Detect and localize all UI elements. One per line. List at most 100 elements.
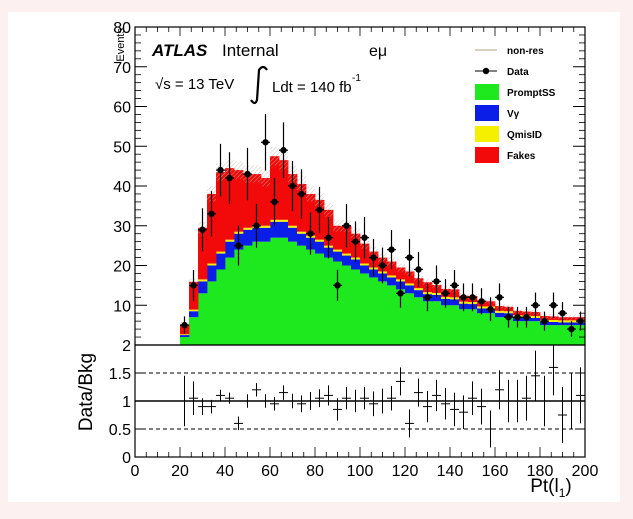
promptss-bar	[279, 237, 289, 345]
vgamma-bar	[360, 265, 370, 274]
promptss-bar	[297, 245, 307, 345]
fakes-bar	[234, 170, 244, 232]
ratio-x-axis: 0 20 40 60 80 100 120 140 160 180 200	[131, 447, 599, 480]
ratio-y-tick-label: 1.5	[109, 366, 131, 383]
data-point	[271, 198, 278, 206]
channel-label: eμ	[369, 43, 387, 60]
ratio-x-tick-label: 120	[392, 463, 419, 480]
ratio-x-tick-label: 140	[437, 463, 464, 480]
promptss-bar	[342, 265, 352, 345]
data-point	[478, 298, 485, 305]
vgamma-bar	[531, 317, 541, 322]
vgamma-bar	[279, 221, 289, 238]
fakes-bar	[333, 225, 343, 250]
data-point	[532, 302, 539, 309]
atlas-label: ATLAS	[151, 41, 208, 60]
data-point	[442, 290, 449, 297]
uncertainty-band	[234, 161, 243, 179]
promptss-bar	[315, 253, 325, 345]
data-point	[424, 294, 431, 301]
legend-data-label: Data	[507, 67, 529, 78]
data-point	[361, 234, 368, 241]
promptss-bar	[216, 269, 226, 345]
uncertainty-band	[324, 203, 333, 217]
promptss-bar	[180, 337, 190, 345]
promptss-bar	[189, 317, 199, 345]
ratio-x-tick-label: 200	[572, 463, 599, 480]
data-point	[226, 174, 233, 182]
promptss-bar	[288, 241, 298, 345]
promptss-bar	[333, 261, 343, 345]
data-point	[217, 166, 224, 174]
data-point	[505, 313, 512, 321]
main-y-tick-label: 10	[113, 298, 131, 315]
promptss-bar	[459, 309, 469, 345]
ratio-y-tick-label: 1	[122, 394, 131, 411]
promptss-bar	[396, 289, 406, 345]
legend-fakes-label: Fakes	[507, 151, 536, 162]
promptss-bar	[486, 313, 496, 345]
promptss-bar	[207, 281, 217, 345]
data-point	[379, 262, 386, 269]
legend-promptss-label: PromptSS	[507, 88, 556, 99]
main-y-tick-label: 30	[113, 219, 131, 236]
qmisid-bar	[288, 225, 298, 228]
data-point	[514, 313, 521, 321]
data-point	[433, 278, 440, 285]
promptss-bar	[270, 237, 280, 345]
data-point	[406, 254, 413, 261]
main-y-tick-label: 80	[113, 20, 131, 37]
legend-fakes-swatch	[475, 147, 499, 163]
promptss-bar	[234, 249, 244, 345]
data-point	[523, 313, 530, 321]
ratio-y-tick-label: 2	[122, 338, 131, 355]
fakes-bar	[216, 172, 226, 252]
lumi-label: Ldt = 140 fb	[272, 79, 352, 96]
vgamma-bar	[243, 229, 253, 246]
data-point	[397, 290, 404, 297]
promptss-bar	[198, 293, 208, 345]
qmisid-bar	[315, 239, 325, 242]
x-axis-title-close: )	[565, 476, 571, 497]
main-y-axis-title: Events	[115, 28, 127, 62]
promptss-bar	[414, 297, 424, 345]
promptss-bar	[378, 281, 388, 345]
data-point	[298, 190, 305, 198]
data-point	[343, 222, 350, 229]
data-point	[280, 147, 287, 154]
legend-qmisid-swatch	[475, 126, 499, 142]
uncertainty-band	[504, 304, 513, 310]
promptss-bar	[387, 285, 397, 345]
vgamma-bar	[450, 299, 460, 306]
promptss-bar	[225, 257, 235, 345]
main-y-axis: 10 20 30 40 50 60 70 80	[113, 20, 586, 338]
legend-qmisid-label: QmisID	[507, 130, 542, 141]
ratio-y-axis-title: Data/Bkg	[76, 353, 97, 431]
uncertainty-band	[567, 314, 576, 320]
promptss-bar	[432, 301, 442, 345]
ratio-x-tick-label: 180	[527, 463, 554, 480]
promptss-bar	[405, 293, 415, 345]
ratio-x-tick-label: 80	[306, 463, 324, 480]
internal-label: Internal	[222, 41, 279, 60]
ratio-x-tick-label: 160	[482, 463, 509, 480]
promptss-bar	[369, 277, 379, 345]
figure-panel: 10 20 30 40 50 60 70 80 Events ATLAS Internal e…	[8, 12, 620, 502]
vgamma-bar	[432, 294, 442, 302]
promptss-bar	[324, 257, 334, 345]
qmisid-bar	[216, 251, 226, 254]
main-y-tick-label: 50	[113, 139, 131, 156]
ratio-x-tick-label: 0	[131, 463, 140, 480]
qmisid-bar	[495, 310, 505, 313]
uncertainty-band	[396, 263, 405, 272]
qmisid-bar	[207, 263, 217, 266]
uncertainty-band	[306, 186, 315, 202]
fakes-bar	[243, 174, 253, 228]
data-point	[487, 306, 494, 313]
lumi-exponent: -1	[352, 73, 361, 84]
x-axis-title-main: Pt(l	[530, 476, 559, 497]
qmisid-bar	[261, 225, 271, 228]
data-point	[244, 170, 251, 178]
